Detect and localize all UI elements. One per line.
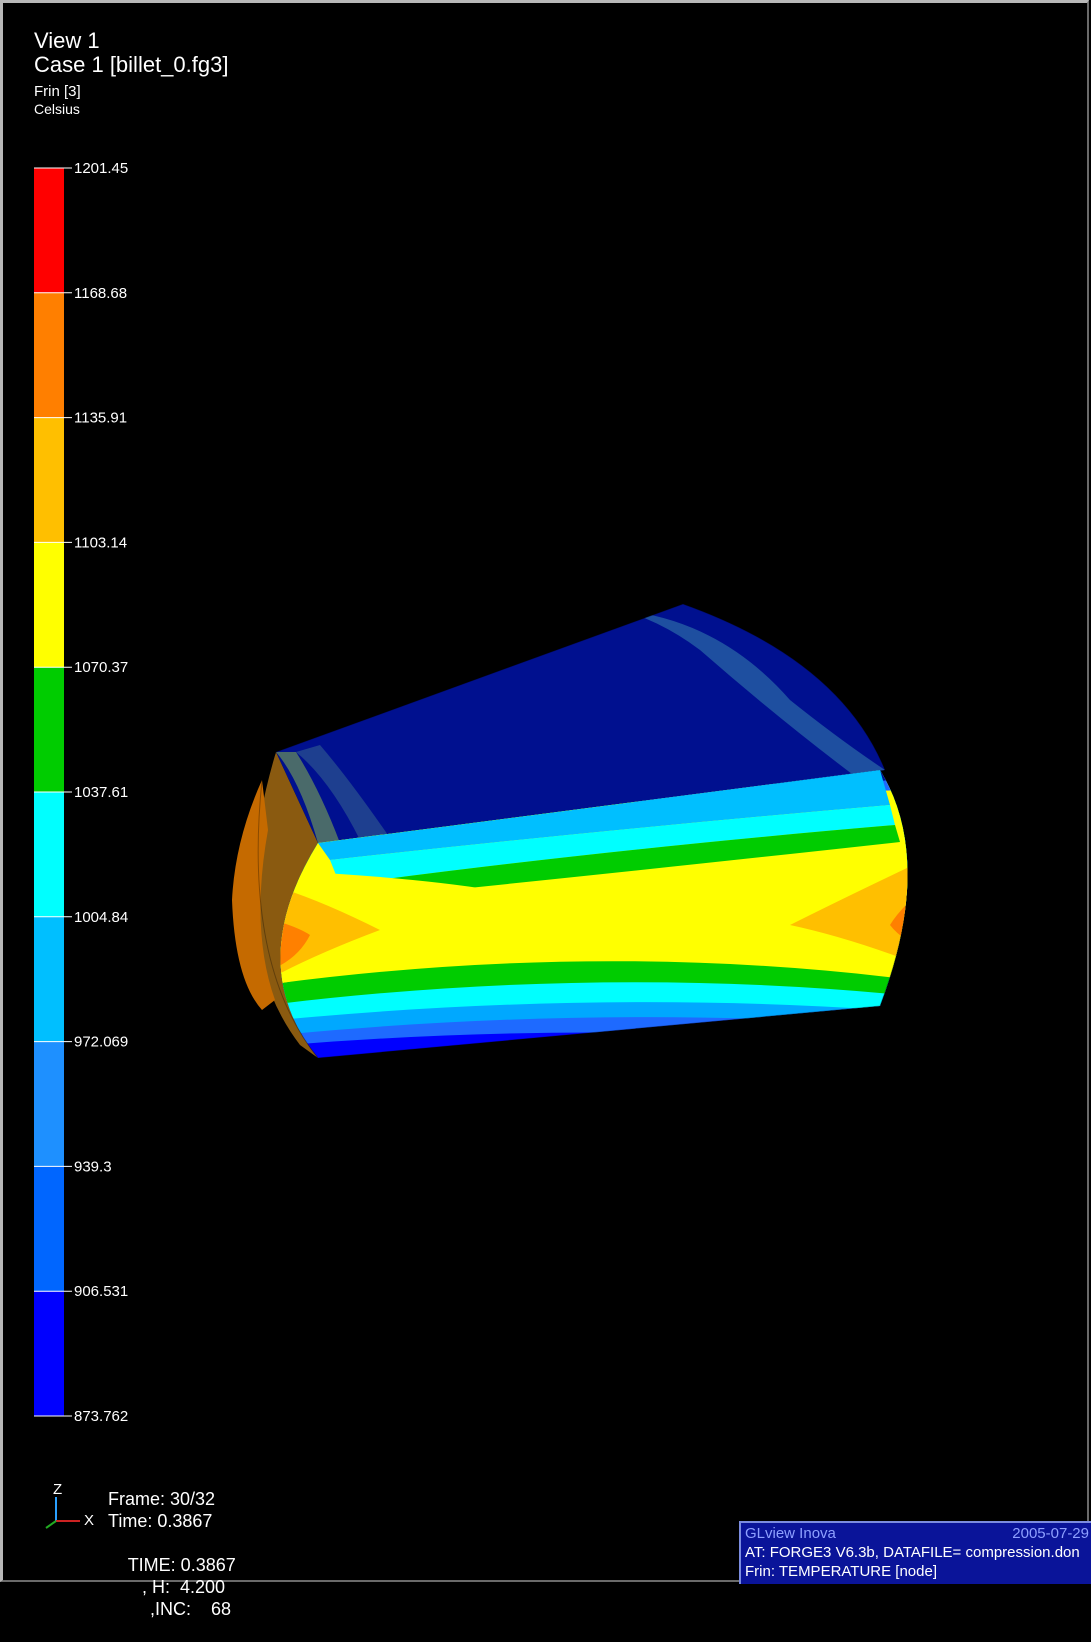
legend-label-7: 972.069 <box>74 1034 128 1051</box>
case-title: Case 1 [billet_0.fg3] <box>34 52 229 77</box>
h-value: , H: 4.200 <box>142 1577 226 1597</box>
legend-band-8 <box>34 1166 64 1292</box>
inc-value: ,INC: 68 <box>150 1599 232 1619</box>
view-header: View 1 Case 1 [billet_0.fg3] Frin [3] Ce… <box>34 28 229 117</box>
at-line: AT: FORGE3 V6.3b, DATAFILE= compression.… <box>745 1544 1080 1561</box>
frame-counter: Frame: 30/32 <box>108 1489 216 1509</box>
legend-band-6 <box>34 916 64 1043</box>
axis-z-label: Z <box>53 1481 62 1498</box>
frame-info: Frame: 30/32 Time: 0.3867 TIME: 0.3867 ,… <box>108 1488 236 1642</box>
billet-model[interactable] <box>230 600 950 1070</box>
legend-band-3 <box>34 542 64 668</box>
legend-label-6: 1004.84 <box>74 909 128 926</box>
legend-label-9: 906.531 <box>74 1283 128 1300</box>
glview-info-panel: GLview Inova 2005-07-29 AT: FORGE3 V6.3b… <box>739 1521 1091 1584</box>
legend-label-10: 873.762 <box>74 1408 128 1425</box>
legend-band-9 <box>34 1291 64 1417</box>
axis-x-label: X <box>84 1512 94 1529</box>
legend-label-8: 939.3 <box>74 1158 112 1175</box>
view-title: View 1 <box>34 28 100 53</box>
axis-triad: Z X <box>45 1481 94 1529</box>
time-value: Time: 0.3867 <box>108 1511 213 1531</box>
app-date: 2005-07-29 <box>1012 1525 1089 1542</box>
legend-label-0: 1201.45 <box>74 160 128 177</box>
legend-label-4: 1070.37 <box>74 659 128 676</box>
legend-label-1: 1168.68 <box>74 285 127 302</box>
billet-left-end-band <box>232 780 275 1010</box>
legend-label-2: 1135.91 <box>74 410 127 427</box>
viewport-canvas[interactable]: 1201.45 1168.68 1135.91 1103.14 1070.37 1037.… <box>0 0 1091 1584</box>
legend-label-5: 1037.61 <box>74 784 128 801</box>
frin-line: Frin: TEMPERATURE [node] <box>745 1563 937 1580</box>
legend-band-2 <box>34 417 64 543</box>
units-label: Celsius <box>34 101 80 117</box>
time-summary-row: TIME: 0.3867 , H: 4.200 ,INC: 68 <box>108 1532 236 1642</box>
legend-band-4 <box>34 667 64 793</box>
legend-band-5 <box>34 792 64 918</box>
time-upper: TIME: 0.3867 <box>127 1555 236 1575</box>
legend-band-7 <box>34 1041 64 1167</box>
field-name: Frin [3] <box>34 83 81 100</box>
legend-band-1 <box>34 292 64 419</box>
color-legend: 1201.45 1168.68 1135.91 1103.14 1070.37 1037.… <box>34 160 128 1425</box>
legend-band-0 <box>34 168 64 294</box>
legend-label-3: 1103.14 <box>74 534 127 551</box>
app-name: GLview Inova <box>745 1525 836 1542</box>
